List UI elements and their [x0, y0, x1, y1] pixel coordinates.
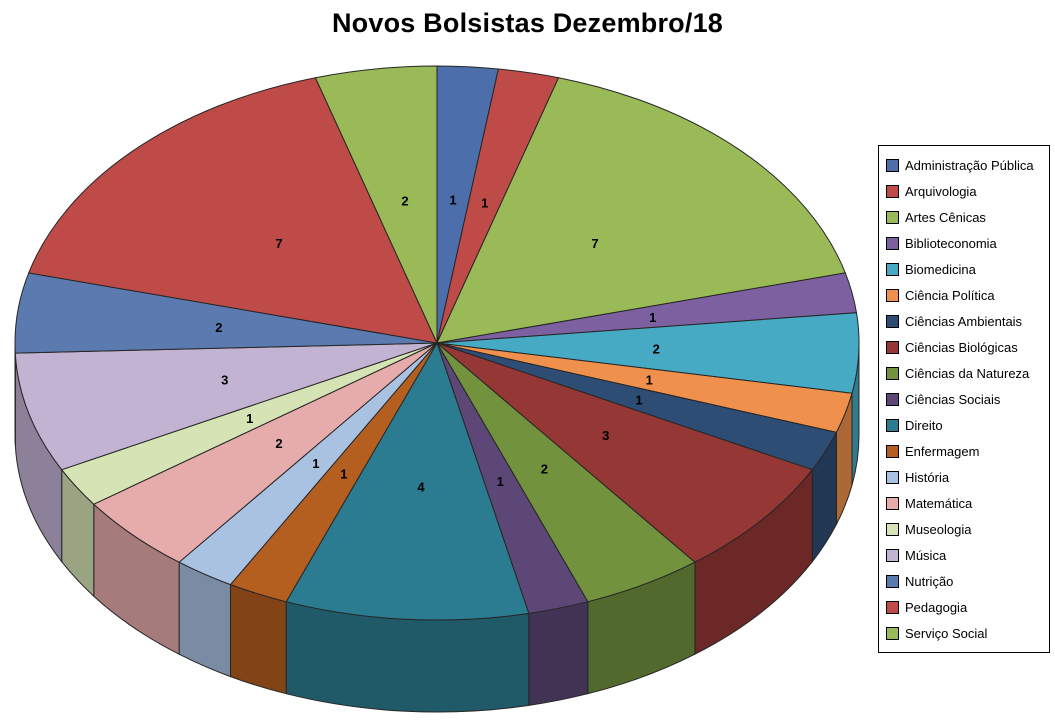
legend-label: Administração Pública — [905, 157, 1034, 173]
legend-label: Artes Cênicas — [905, 209, 986, 225]
legend-label: Ciências Ambientais — [905, 313, 1023, 329]
data-label: 3 — [221, 372, 228, 387]
legend-item[interactable]: Direito — [886, 412, 1047, 438]
data-label: 2 — [215, 320, 222, 335]
legend-color-swatch — [886, 626, 899, 640]
legend-label: Matemática — [905, 495, 973, 511]
data-label: 1 — [635, 392, 642, 407]
pie-slice[interactable] — [436, 77, 846, 344]
legend-color-swatch — [886, 314, 899, 328]
legend-item[interactable]: Ciências da Natureza — [886, 360, 1047, 386]
pie-slice-side[interactable] — [230, 583, 287, 695]
data-label: 1 — [312, 456, 319, 471]
pie-slice[interactable] — [285, 341, 530, 621]
data-label: 3 — [602, 428, 609, 443]
legend-color-swatch — [886, 574, 899, 588]
legend: Administração Pública Arquivologia Artes C… — [878, 145, 1050, 653]
chart-title: Novos Bolsistas Dezembro/18 — [331, 8, 724, 38]
legend-color-swatch — [886, 236, 899, 250]
legend-label: Pedagogia — [905, 599, 968, 615]
legend-item[interactable]: Nutrição — [886, 568, 1047, 594]
data-label: 1 — [449, 192, 456, 207]
data-label: 4 — [417, 480, 425, 495]
legend-label: Ciências da Natureza — [905, 365, 1030, 381]
data-label: 2 — [275, 436, 282, 451]
legend-color-swatch — [886, 210, 899, 224]
legend-label: Música — [905, 547, 947, 563]
pie-slice-side[interactable] — [528, 601, 589, 706]
legend-label: Ciências Biológicas — [905, 339, 1018, 355]
data-label: 1 — [481, 195, 488, 210]
legend-item[interactable]: Museologia — [886, 516, 1047, 542]
data-label: 2 — [653, 341, 660, 356]
legend-item[interactable]: Ciências Ambientais — [886, 308, 1047, 334]
legend-item[interactable]: Biomedicina — [886, 256, 1047, 282]
data-label: 7 — [591, 236, 598, 251]
data-label: 1 — [497, 474, 504, 489]
legend-color-swatch — [886, 548, 899, 562]
legend-color-swatch — [886, 366, 899, 380]
data-label: 1 — [649, 310, 656, 325]
data-label: 1 — [646, 372, 653, 387]
legend-item[interactable]: Serviço Social — [886, 620, 1047, 646]
legend-color-swatch — [886, 288, 899, 302]
legend-label: Enfermagem — [905, 443, 980, 459]
legend-label: Serviço Social — [905, 625, 988, 641]
data-label: 7 — [275, 236, 282, 251]
legend-color-swatch — [886, 522, 899, 536]
pie-slice[interactable] — [28, 77, 438, 344]
legend-item[interactable]: Enfermagem — [886, 438, 1047, 464]
legend-color-swatch — [886, 444, 899, 458]
legend-item[interactable]: Ciências Sociais — [886, 386, 1047, 412]
legend-item[interactable]: Pedagogia — [886, 594, 1047, 620]
legend-item[interactable]: Arquivologia — [886, 178, 1047, 204]
pie-slice[interactable] — [14, 342, 438, 471]
legend-label: Biomedicina — [905, 261, 976, 277]
legend-item[interactable]: Matemática — [886, 490, 1047, 516]
legend-label: Ciência Política — [905, 287, 995, 303]
legend-label: Nutrição — [905, 573, 954, 589]
data-label: 1 — [340, 466, 347, 481]
pie-slice[interactable] — [314, 65, 438, 344]
legend-color-swatch — [886, 470, 899, 484]
legend-color-swatch — [886, 600, 899, 614]
legend-label: História — [905, 469, 950, 485]
legend-item[interactable]: História — [886, 464, 1047, 490]
legend-item[interactable]: Artes Cênicas — [886, 204, 1047, 230]
data-label: 2 — [401, 194, 408, 209]
legend-item[interactable]: Ciência Política — [886, 282, 1047, 308]
legend-label: Museologia — [905, 521, 972, 537]
pie-slice[interactable] — [436, 342, 814, 563]
legend-label: Ciências Sociais — [905, 391, 1001, 407]
legend-color-swatch — [886, 496, 899, 510]
legend-label: Arquivologia — [905, 183, 977, 199]
data-label: 2 — [541, 462, 548, 477]
legend-item[interactable]: Música — [886, 542, 1047, 568]
legend-item[interactable]: Administração Pública — [886, 152, 1047, 178]
legend-item[interactable]: Biblioteconomia — [886, 230, 1047, 256]
legend-color-swatch — [886, 392, 899, 406]
legend-color-swatch — [886, 418, 899, 432]
legend-color-swatch — [886, 340, 899, 354]
legend-item[interactable]: Ciências Biológicas — [886, 334, 1047, 360]
legend-color-swatch — [886, 158, 899, 172]
legend-label: Direito — [905, 417, 943, 433]
legend-color-swatch — [886, 262, 899, 276]
legend-color-swatch — [886, 184, 899, 198]
data-label: 1 — [246, 411, 253, 426]
legend-label: Biblioteconomia — [905, 235, 997, 251]
